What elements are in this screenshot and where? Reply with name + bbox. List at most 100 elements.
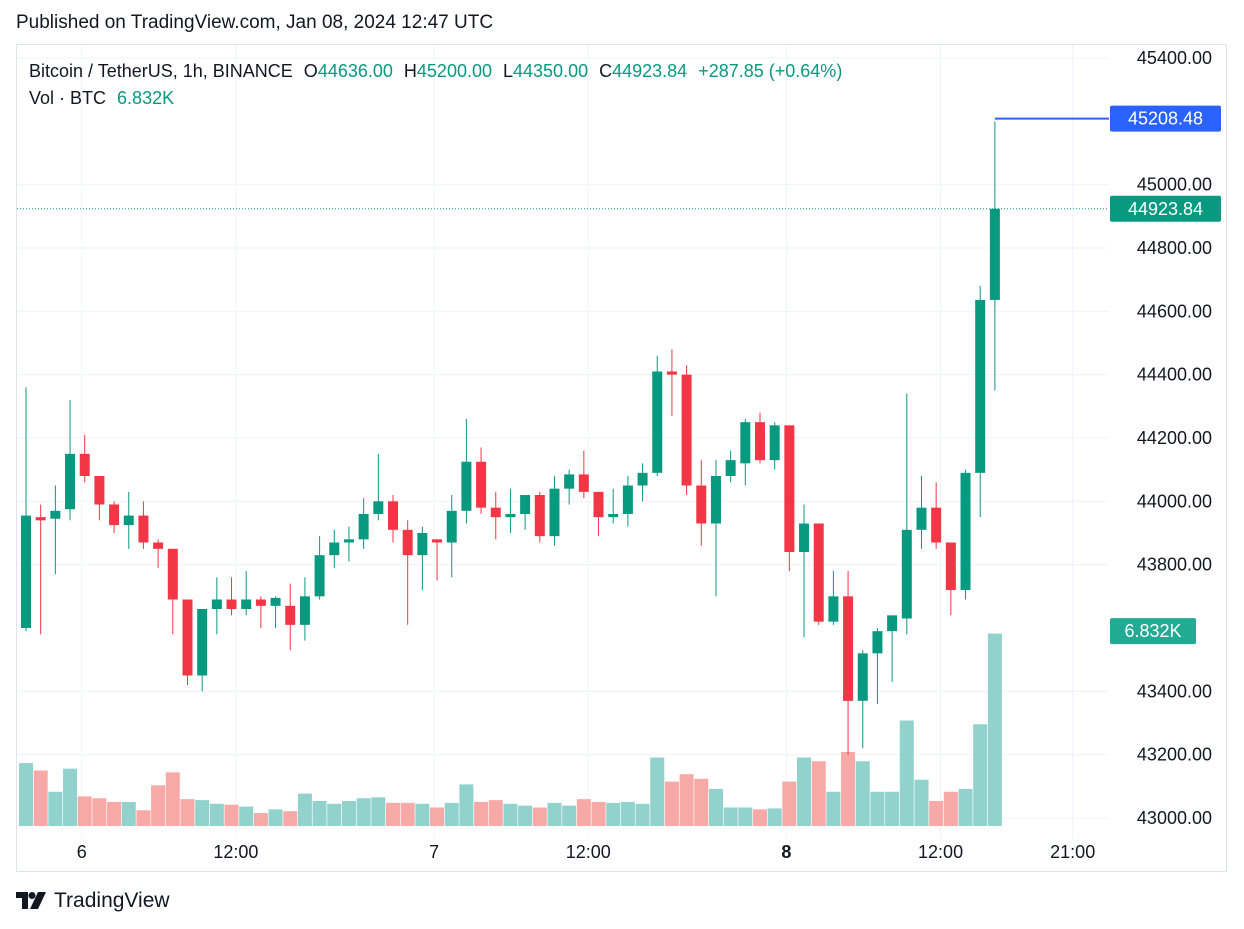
time-axis-right-mask <box>1110 840 1220 870</box>
volume-bar <box>943 791 958 826</box>
volume-bar <box>973 724 988 826</box>
legend-row-volume: Vol · BTC 6.832K <box>29 85 842 112</box>
volume-bar <box>63 768 78 826</box>
volume-bar <box>723 807 738 826</box>
candle-body <box>432 539 443 543</box>
volume-bar <box>914 779 929 826</box>
volume-bar <box>151 785 166 826</box>
candle-body <box>681 374 692 486</box>
volume-bar <box>297 793 312 826</box>
last-price-badge-text: 44923.84 <box>1128 199 1203 219</box>
time-axis-tick-label: 12:00 <box>918 842 963 862</box>
volume-bar <box>591 801 606 826</box>
volume-bar <box>532 807 547 826</box>
volume-bar <box>797 757 812 826</box>
volume-bar <box>664 781 679 826</box>
candle-body <box>901 529 912 619</box>
volume-bar <box>92 798 107 826</box>
candle-body <box>564 474 575 489</box>
volume-bar <box>738 807 753 826</box>
volume-bar <box>606 802 621 826</box>
volume-bar <box>488 800 503 826</box>
candle-body <box>476 461 487 508</box>
volume-bar <box>547 802 562 826</box>
volume-bar <box>312 801 327 826</box>
volume-bar <box>136 810 151 826</box>
chart-frame[interactable] <box>16 44 1227 872</box>
legend-volume-label[interactable]: Vol · BTC <box>29 88 107 108</box>
candle-body <box>637 472 648 486</box>
candle-body <box>696 485 707 524</box>
time-axis-tick-label: 21:00 <box>1050 842 1095 862</box>
candle-body <box>578 474 589 492</box>
candle-body <box>182 599 193 676</box>
price-axis-tick-label: 43000.00 <box>1137 808 1212 828</box>
candle-body <box>402 529 413 556</box>
volume-bar <box>430 807 445 826</box>
volume-bar <box>841 752 856 826</box>
volume-bar <box>415 803 430 826</box>
legend-symbol[interactable]: Bitcoin / TetherUS, 1h, BINANCE <box>29 61 293 81</box>
candle-body <box>373 501 384 514</box>
price-axis-tick-label: 43400.00 <box>1137 681 1212 701</box>
candle-body <box>828 596 839 622</box>
legend-change-value: +287.85 (+0.64%) <box>698 61 843 81</box>
volume-bar <box>107 801 122 826</box>
volume-bar <box>180 799 195 826</box>
candle-body <box>226 599 237 609</box>
candle-body <box>197 609 208 676</box>
candle-body <box>652 371 663 473</box>
price-axis-tick-label: 44400.00 <box>1137 365 1212 385</box>
price-axis-tick-label: 45000.00 <box>1137 175 1212 195</box>
volume-bar <box>239 806 254 826</box>
candle-body <box>94 476 105 505</box>
volume-bar <box>620 801 635 826</box>
volume-value-badge <box>1110 618 1196 645</box>
volume-bar <box>33 770 48 826</box>
price-axis-tick-label: 44000.00 <box>1137 491 1212 511</box>
candle-body <box>241 599 252 609</box>
volume-bar <box>459 784 474 826</box>
volume-bar <box>224 804 239 826</box>
tradingview-brand-name: TradingView <box>54 889 170 912</box>
chart-legend: Bitcoin / TetherUS, 1h, BINANCE O44636.0… <box>29 58 842 112</box>
volume-bar <box>386 802 400 826</box>
candle-body <box>446 510 457 543</box>
volume-value-badge-text: 6.832K <box>1124 621 1181 641</box>
high-price-badge-text: 45208.48 <box>1128 109 1203 129</box>
candle-body <box>945 542 956 590</box>
price-axis-tick-label: 43200.00 <box>1137 745 1212 765</box>
volume-bar <box>283 811 298 826</box>
candle-body <box>417 533 428 556</box>
candle-body <box>314 555 325 597</box>
candle-body <box>21 515 31 628</box>
candle-body <box>138 515 149 543</box>
candle-body <box>916 507 927 530</box>
volume-bar <box>253 813 268 826</box>
volume-bar <box>708 789 723 826</box>
volume-bar <box>19 763 33 826</box>
candle-body <box>255 599 266 606</box>
volume-bar <box>885 791 900 826</box>
published-caption: Published on TradingView.com, Jan 08, 20… <box>16 12 494 33</box>
tradingview-logo[interactable]: TradingView <box>16 889 170 913</box>
candle-body <box>211 599 222 609</box>
candle-body <box>109 504 120 526</box>
volume-bar <box>826 791 841 826</box>
legend-volume-value: 6.832K <box>117 88 175 108</box>
volume-bar <box>327 803 342 826</box>
volume-bar <box>268 809 283 826</box>
time-axis-tick-label: 8 <box>781 842 791 862</box>
candle-body <box>755 422 765 461</box>
candle-body <box>622 485 633 514</box>
time-axis-tick-label: 12:00 <box>566 842 611 862</box>
candle-body <box>490 507 501 518</box>
time-axis-tick-label: 12:00 <box>213 842 258 862</box>
candle-body <box>593 491 604 518</box>
volume-bar <box>958 789 973 826</box>
candle-body <box>343 539 354 543</box>
candle-body <box>534 495 545 537</box>
price-axis-tick-label: 44800.00 <box>1137 238 1212 258</box>
volume-bar <box>694 778 709 826</box>
